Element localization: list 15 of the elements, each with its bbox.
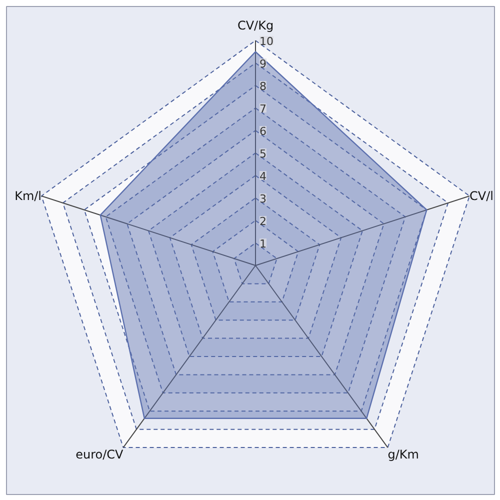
spoke-label: euro/CV: [76, 448, 124, 462]
spoke-label: CV/l: [469, 188, 494, 203]
y-tick-label: 10: [260, 35, 274, 48]
spoke-label: Km/l: [14, 188, 42, 203]
y-tick-label: 3: [260, 192, 266, 206]
y-tick-label: 2: [260, 215, 266, 228]
y-tick-label: 7: [260, 102, 266, 116]
spoke-label: CV/Kg: [237, 18, 274, 32]
spoke-label: g/Km: [388, 448, 419, 462]
y-tick-label: 4: [260, 170, 266, 183]
y-tick-label: 6: [260, 125, 266, 138]
y-tick-label: 1: [260, 238, 266, 250]
y-tick-label: 5: [260, 148, 266, 160]
y-tick-label: 8: [260, 80, 266, 93]
y-tick-label: 9: [260, 58, 266, 70]
